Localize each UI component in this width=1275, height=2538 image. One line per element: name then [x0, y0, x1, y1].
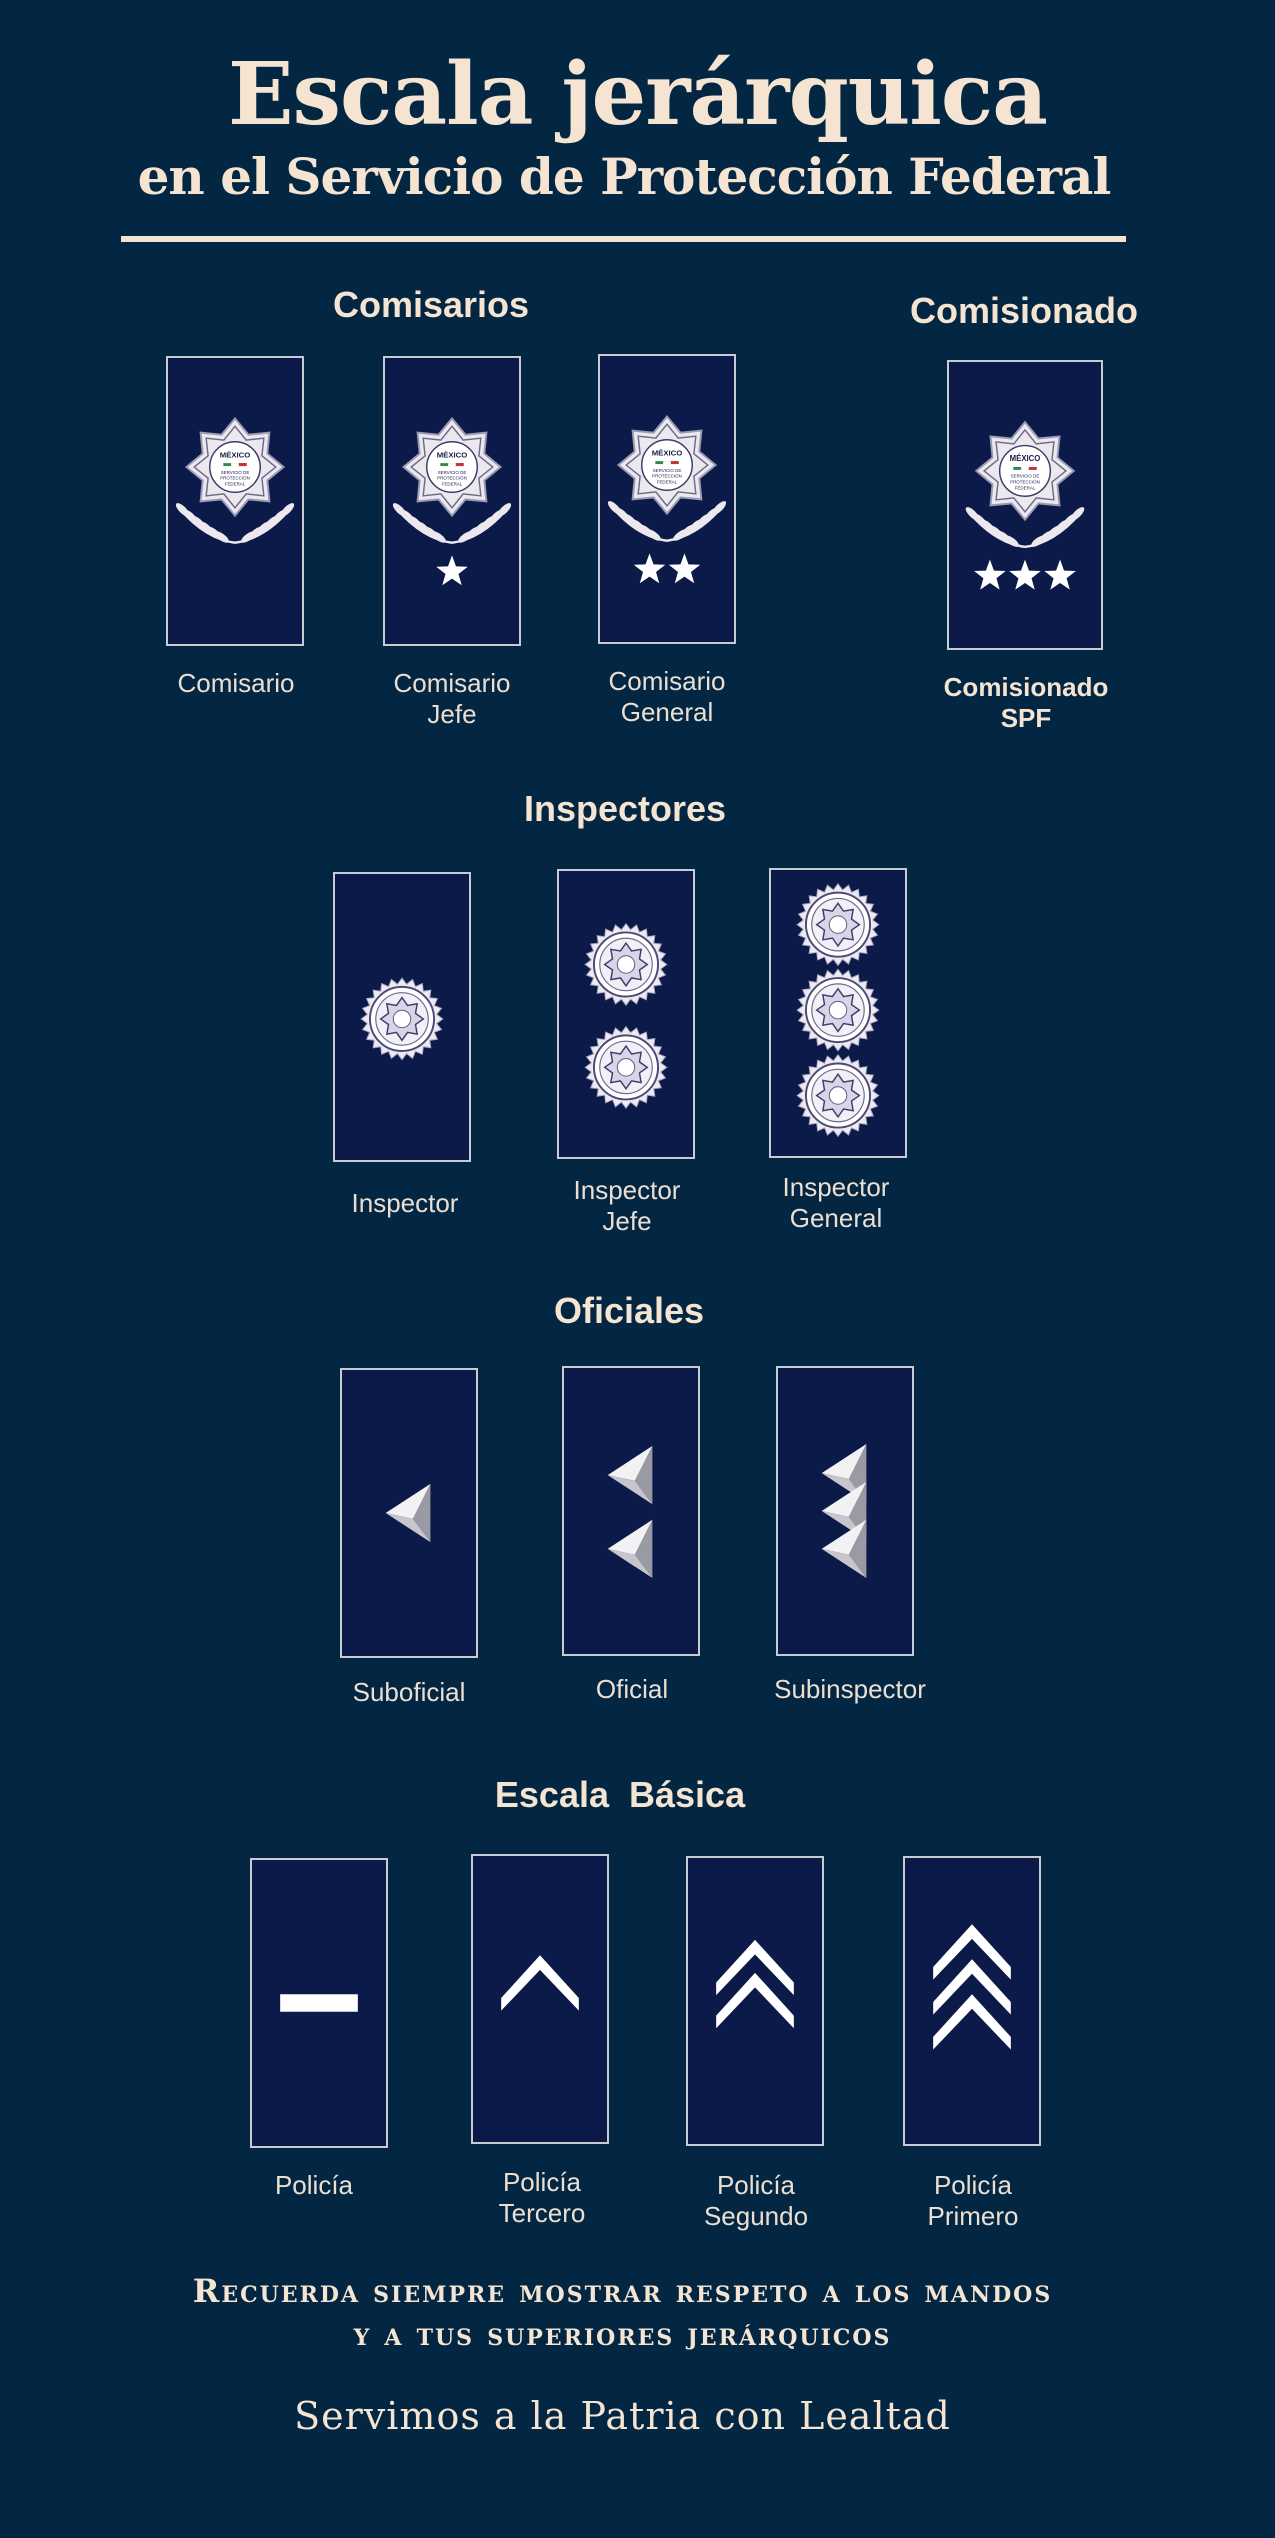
- insignia-board-suboficial: [340, 1368, 478, 1658]
- svg-text:FEDERAL: FEDERAL: [225, 481, 246, 486]
- rank-label-oficial: Oficial: [595, 1674, 669, 1704]
- insignia-graphic: [716, 1939, 794, 2029]
- round-seal-icon: [584, 922, 668, 1007]
- insignia-board-oficial: [562, 1366, 700, 1656]
- star-icon: [633, 553, 666, 584]
- insignia-graphic: [501, 1955, 579, 2011]
- insignia-board-comisario-general: MÉXICO SERVICIO DE PROTECCIÓN FEDERAL: [598, 354, 736, 644]
- insignia-board-inspector-jefe: [557, 869, 695, 1159]
- rank-label-comisionado-spf: Comisionado SPF: [943, 672, 1109, 733]
- svg-text:SERVICIO DE: SERVICIO DE: [653, 468, 682, 473]
- star-icon: [436, 555, 468, 586]
- insignia-board-inspector: [333, 872, 471, 1162]
- svg-text:MÉXICO: MÉXICO: [652, 448, 683, 457]
- pyramid-icon: [607, 1519, 653, 1578]
- svg-text:MÉXICO: MÉXICO: [437, 450, 468, 459]
- respect-reminder-line-2: y a tus superiores jerárquicos: [353, 2315, 892, 2353]
- star-icon: [1044, 559, 1076, 590]
- insignia-board-policia-primero: [903, 1856, 1041, 2146]
- star-icon: [668, 553, 701, 584]
- rank-label-comisario-jefe: Comisario Jefe: [393, 668, 511, 729]
- svg-text:MÉXICO: MÉXICO: [1010, 454, 1041, 463]
- pyramid-icon: [607, 1445, 653, 1505]
- insignia-board-policia: [250, 1858, 388, 2148]
- section-title-comisarios: Comisarios: [332, 284, 530, 325]
- chevron-icon: [716, 1939, 794, 1996]
- rank-label-comisario-general: Comisario General: [608, 666, 726, 727]
- insignia-graphic: [821, 1444, 867, 1578]
- chevron-icon: [501, 1955, 579, 2011]
- svg-text:PROTECCIÓN: PROTECCIÓN: [652, 473, 682, 479]
- insignia-board-policia-tercero: [471, 1854, 609, 2144]
- insignia-graphic: [607, 1445, 653, 1578]
- svg-text:PROTECCIÓN: PROTECCIÓN: [1010, 479, 1040, 485]
- rank-label-policia: Policía: [274, 2170, 354, 2200]
- insignia-board-comisario: MÉXICO SERVICIO DE PROTECCIÓN FEDERAL: [166, 356, 304, 646]
- page-title: Escala jerárquica: [228, 44, 1048, 145]
- rank-label-policia-tercero: Policía Tercero: [498, 2167, 586, 2228]
- title-divider: [121, 236, 1126, 242]
- chevron-icon: [716, 1972, 794, 2029]
- chevron-icon: [933, 1924, 1011, 1980]
- round-seal-icon: [360, 977, 444, 1061]
- pyramid-icon: [385, 1483, 431, 1543]
- rank-label-policia-segundo: Policía Segundo: [703, 2170, 809, 2231]
- insignia-board-policia-segundo: [686, 1856, 824, 2146]
- rank-label-subinspector: Subinspector: [774, 1674, 926, 1704]
- insignia-graphic: [933, 1924, 1011, 2050]
- rank-label-suboficial: Suboficial: [352, 1677, 466, 1707]
- motto: Servimos a la Patria con Lealtad: [294, 2394, 951, 2438]
- respect-reminder: Recuerda siempre mostrar respeto a los m…: [0, 2270, 1245, 2356]
- svg-text:SERVICIO DE: SERVICIO DE: [221, 470, 250, 475]
- round-seal-icon: [796, 968, 880, 1052]
- section-title-comisionado: Comisionado: [909, 290, 1139, 331]
- chevron-icon: [933, 1959, 1011, 2015]
- star-icon: [974, 559, 1006, 590]
- svg-text:PROTECCIÓN: PROTECCIÓN: [437, 475, 467, 481]
- rank-label-inspector-general: Inspector General: [782, 1172, 890, 1233]
- round-seal-icon: [796, 883, 880, 967]
- page-subtitle: en el Servicio de Protección Federal: [137, 147, 1112, 206]
- insignia-graphic: [796, 883, 880, 1138]
- rank-label-comisario: Comisario: [177, 668, 295, 698]
- section-title-inspectores: Inspectores: [523, 788, 727, 829]
- pyramid-icon: [821, 1519, 867, 1578]
- insignia-graphic: [584, 922, 668, 1110]
- svg-text:PROTECCIÓN: PROTECCIÓN: [220, 475, 250, 481]
- section-title-escala-basica: Escala Básica: [494, 1774, 746, 1815]
- svg-text:FEDERAL: FEDERAL: [657, 479, 678, 484]
- chevron-icon: [933, 1994, 1011, 2050]
- insignia-graphic: [280, 1994, 358, 2012]
- respect-reminder-line-1: Recuerda siempre mostrar respeto a los m…: [192, 2272, 1053, 2310]
- svg-text:FEDERAL: FEDERAL: [442, 481, 463, 486]
- insignia-board-comisionado-spf: MÉXICO SERVICIO DE PROTECCIÓN FEDERAL: [947, 360, 1103, 650]
- insignia-board-subinspector: [776, 1366, 914, 1656]
- insignia-graphic: [385, 1483, 431, 1543]
- rank-label-policia-primero: Policía Primero: [927, 2170, 1019, 2231]
- rank-label-inspector-jefe: Inspector Jefe: [573, 1175, 681, 1236]
- star-icon: [1009, 559, 1041, 590]
- svg-text:MÉXICO: MÉXICO: [220, 450, 251, 459]
- insignia-board-inspector-general: [769, 868, 907, 1158]
- round-seal-icon: [796, 1053, 880, 1138]
- insignia-board-comisario-jefe: MÉXICO SERVICIO DE PROTECCIÓN FEDERAL: [383, 356, 521, 646]
- svg-text:FEDERAL: FEDERAL: [1015, 485, 1036, 490]
- svg-text:SERVICIO DE: SERVICIO DE: [1011, 474, 1040, 479]
- rank-label-inspector: Inspector: [351, 1188, 459, 1218]
- bar-icon: [280, 1994, 358, 2012]
- svg-text:SERVICIO DE: SERVICIO DE: [438, 470, 467, 475]
- insignia-graphic: [360, 977, 444, 1061]
- round-seal-icon: [584, 1025, 668, 1110]
- section-title-oficiales: Oficiales: [553, 1290, 705, 1331]
